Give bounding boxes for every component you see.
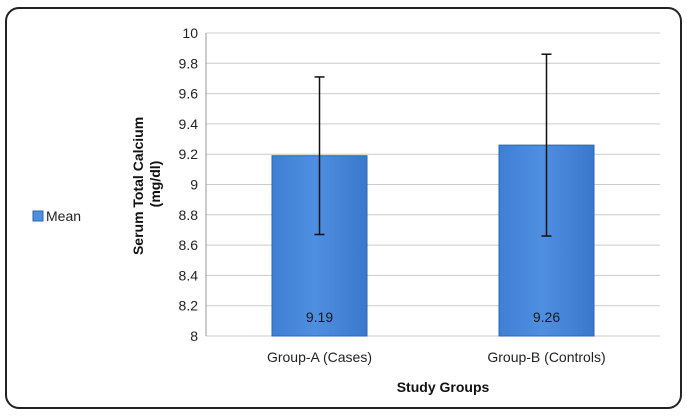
y-tick-label-7: 9.4 <box>179 116 199 132</box>
data-labels: 9.19 9.26 <box>306 309 560 325</box>
y-axis-title-line-1: Serum Total Calcium <box>130 117 146 255</box>
y-tick-labels: 8 8.2 8.4 8.6 8.8 9 9.2 9.4 9.6 9.8 10 <box>179 25 199 344</box>
y-tick-label-10: 10 <box>182 25 198 41</box>
error-bars <box>314 53 552 237</box>
y-tick-label-8: 9.6 <box>179 86 199 102</box>
y-tick-label-9: 9.8 <box>179 55 199 71</box>
y-tick-label-5: 9 <box>190 177 198 193</box>
x-axis-title: Study Groups <box>397 379 490 395</box>
legend: Mean <box>32 208 81 224</box>
y-tick-label-1: 8.2 <box>179 298 199 314</box>
y-axis-title-line-2: (mg/dl) <box>147 161 163 208</box>
legend-swatch <box>32 210 44 222</box>
x-category-label-1: Group-B (Controls) <box>487 349 605 365</box>
y-tick-label-2: 8.4 <box>179 267 199 283</box>
y-tick-label-3: 8.6 <box>179 237 199 253</box>
x-category-labels: Group-A (Cases) Group-B (Controls) <box>267 349 606 365</box>
data-label-1: 9.26 <box>533 309 560 325</box>
x-category-label-0: Group-A (Cases) <box>267 349 372 365</box>
data-label-0: 9.19 <box>306 309 333 325</box>
y-axis-title: Serum Total Calcium (mg/dl) <box>130 113 163 255</box>
y-tick-label-6: 9.2 <box>179 146 199 162</box>
bars <box>271 144 595 337</box>
y-tick-label-0: 8 <box>190 328 198 344</box>
legend-label: Mean <box>46 208 81 224</box>
y-tick-label-4: 8.8 <box>179 207 199 223</box>
